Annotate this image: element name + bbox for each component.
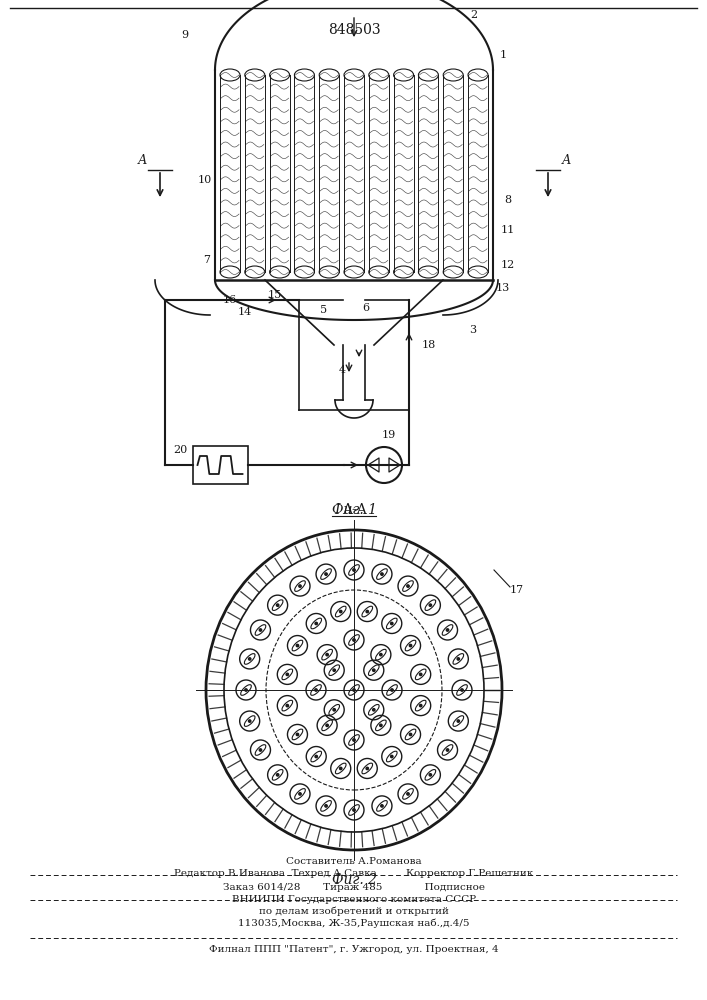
Circle shape bbox=[325, 805, 327, 807]
Text: 5: 5 bbox=[320, 305, 327, 315]
Text: 9: 9 bbox=[182, 30, 189, 40]
Circle shape bbox=[429, 604, 431, 606]
Text: А: А bbox=[561, 153, 571, 166]
Text: 10: 10 bbox=[198, 175, 212, 185]
Text: 13: 13 bbox=[496, 283, 510, 293]
Circle shape bbox=[245, 689, 247, 691]
Circle shape bbox=[407, 793, 409, 795]
Text: 3: 3 bbox=[469, 325, 477, 335]
Text: 19: 19 bbox=[382, 430, 396, 440]
Text: 4: 4 bbox=[339, 365, 346, 375]
Circle shape bbox=[461, 689, 463, 691]
Text: 848503: 848503 bbox=[327, 23, 380, 37]
Circle shape bbox=[248, 658, 251, 660]
Text: по делам изобретений и открытий: по делам изобретений и открытий bbox=[259, 906, 449, 916]
Text: 1: 1 bbox=[499, 50, 506, 60]
Circle shape bbox=[333, 709, 335, 711]
Circle shape bbox=[409, 644, 411, 647]
Circle shape bbox=[296, 733, 298, 736]
Text: A-A: A-A bbox=[341, 503, 366, 517]
Circle shape bbox=[286, 704, 288, 707]
Circle shape bbox=[446, 629, 449, 631]
Text: 113035,Москва, Ж-35,Раушская наб.,д.4/5: 113035,Москва, Ж-35,Раушская наб.,д.4/5 bbox=[238, 918, 469, 928]
Circle shape bbox=[339, 767, 342, 770]
Circle shape bbox=[390, 755, 393, 758]
Text: 18: 18 bbox=[422, 340, 436, 350]
Circle shape bbox=[333, 669, 335, 671]
Circle shape bbox=[353, 739, 355, 741]
Text: 11: 11 bbox=[501, 225, 515, 235]
Circle shape bbox=[276, 774, 279, 776]
Circle shape bbox=[259, 629, 262, 631]
Circle shape bbox=[457, 720, 460, 722]
Text: 7: 7 bbox=[204, 255, 211, 265]
Circle shape bbox=[381, 805, 383, 807]
Text: 16: 16 bbox=[223, 295, 237, 305]
Text: 8: 8 bbox=[504, 195, 512, 205]
Circle shape bbox=[373, 709, 375, 711]
Text: 14: 14 bbox=[238, 307, 252, 317]
Circle shape bbox=[391, 689, 393, 691]
Bar bbox=[192, 446, 247, 484]
Text: Заказ 6014/28       Тираж 485             Подписное: Заказ 6014/28 Тираж 485 Подписное bbox=[223, 884, 485, 892]
Text: 2: 2 bbox=[470, 10, 477, 20]
Circle shape bbox=[429, 774, 431, 776]
Circle shape bbox=[299, 585, 301, 587]
Text: ВНИИПИ Государственного комитета СССР: ВНИИПИ Государственного комитета СССР bbox=[232, 894, 476, 904]
Circle shape bbox=[286, 673, 288, 676]
Circle shape bbox=[315, 689, 317, 691]
Circle shape bbox=[353, 639, 355, 641]
Circle shape bbox=[326, 724, 328, 727]
Text: Составитель А.Романова: Составитель А.Романова bbox=[286, 857, 422, 866]
Circle shape bbox=[259, 749, 262, 751]
Text: Фиг. 1: Фиг. 1 bbox=[332, 503, 377, 517]
Circle shape bbox=[366, 610, 368, 613]
Text: Редактор В.Иванова  Техред А.Савка         Корректор Г.Решетник: Редактор В.Иванова Техред А.Савка Коррек… bbox=[175, 869, 534, 879]
Circle shape bbox=[276, 604, 279, 606]
Text: 15: 15 bbox=[268, 290, 282, 300]
Circle shape bbox=[419, 704, 422, 707]
Circle shape bbox=[409, 733, 411, 736]
Circle shape bbox=[407, 585, 409, 587]
Circle shape bbox=[390, 622, 393, 625]
Circle shape bbox=[353, 569, 355, 571]
Circle shape bbox=[248, 720, 251, 722]
Circle shape bbox=[446, 749, 449, 751]
Circle shape bbox=[373, 669, 375, 671]
Text: 17: 17 bbox=[510, 585, 524, 595]
Circle shape bbox=[380, 724, 382, 727]
Circle shape bbox=[353, 809, 355, 811]
Circle shape bbox=[353, 689, 355, 691]
Circle shape bbox=[419, 673, 422, 676]
Circle shape bbox=[325, 573, 327, 575]
Circle shape bbox=[296, 644, 298, 647]
Text: 20: 20 bbox=[173, 445, 187, 455]
Text: А: А bbox=[137, 153, 147, 166]
Circle shape bbox=[339, 610, 342, 613]
Circle shape bbox=[315, 622, 317, 625]
Circle shape bbox=[315, 755, 317, 758]
Text: 12: 12 bbox=[501, 260, 515, 270]
Text: Фиг. 2: Фиг. 2 bbox=[332, 873, 377, 887]
Circle shape bbox=[381, 573, 383, 575]
Circle shape bbox=[457, 658, 460, 660]
Circle shape bbox=[326, 653, 328, 656]
Text: 6: 6 bbox=[363, 303, 370, 313]
Circle shape bbox=[366, 767, 368, 770]
Circle shape bbox=[380, 653, 382, 656]
Text: Филнал ППП "Патент", г. Ужгород, ул. Проектная, 4: Филнал ППП "Патент", г. Ужгород, ул. Про… bbox=[209, 946, 499, 954]
Circle shape bbox=[299, 793, 301, 795]
